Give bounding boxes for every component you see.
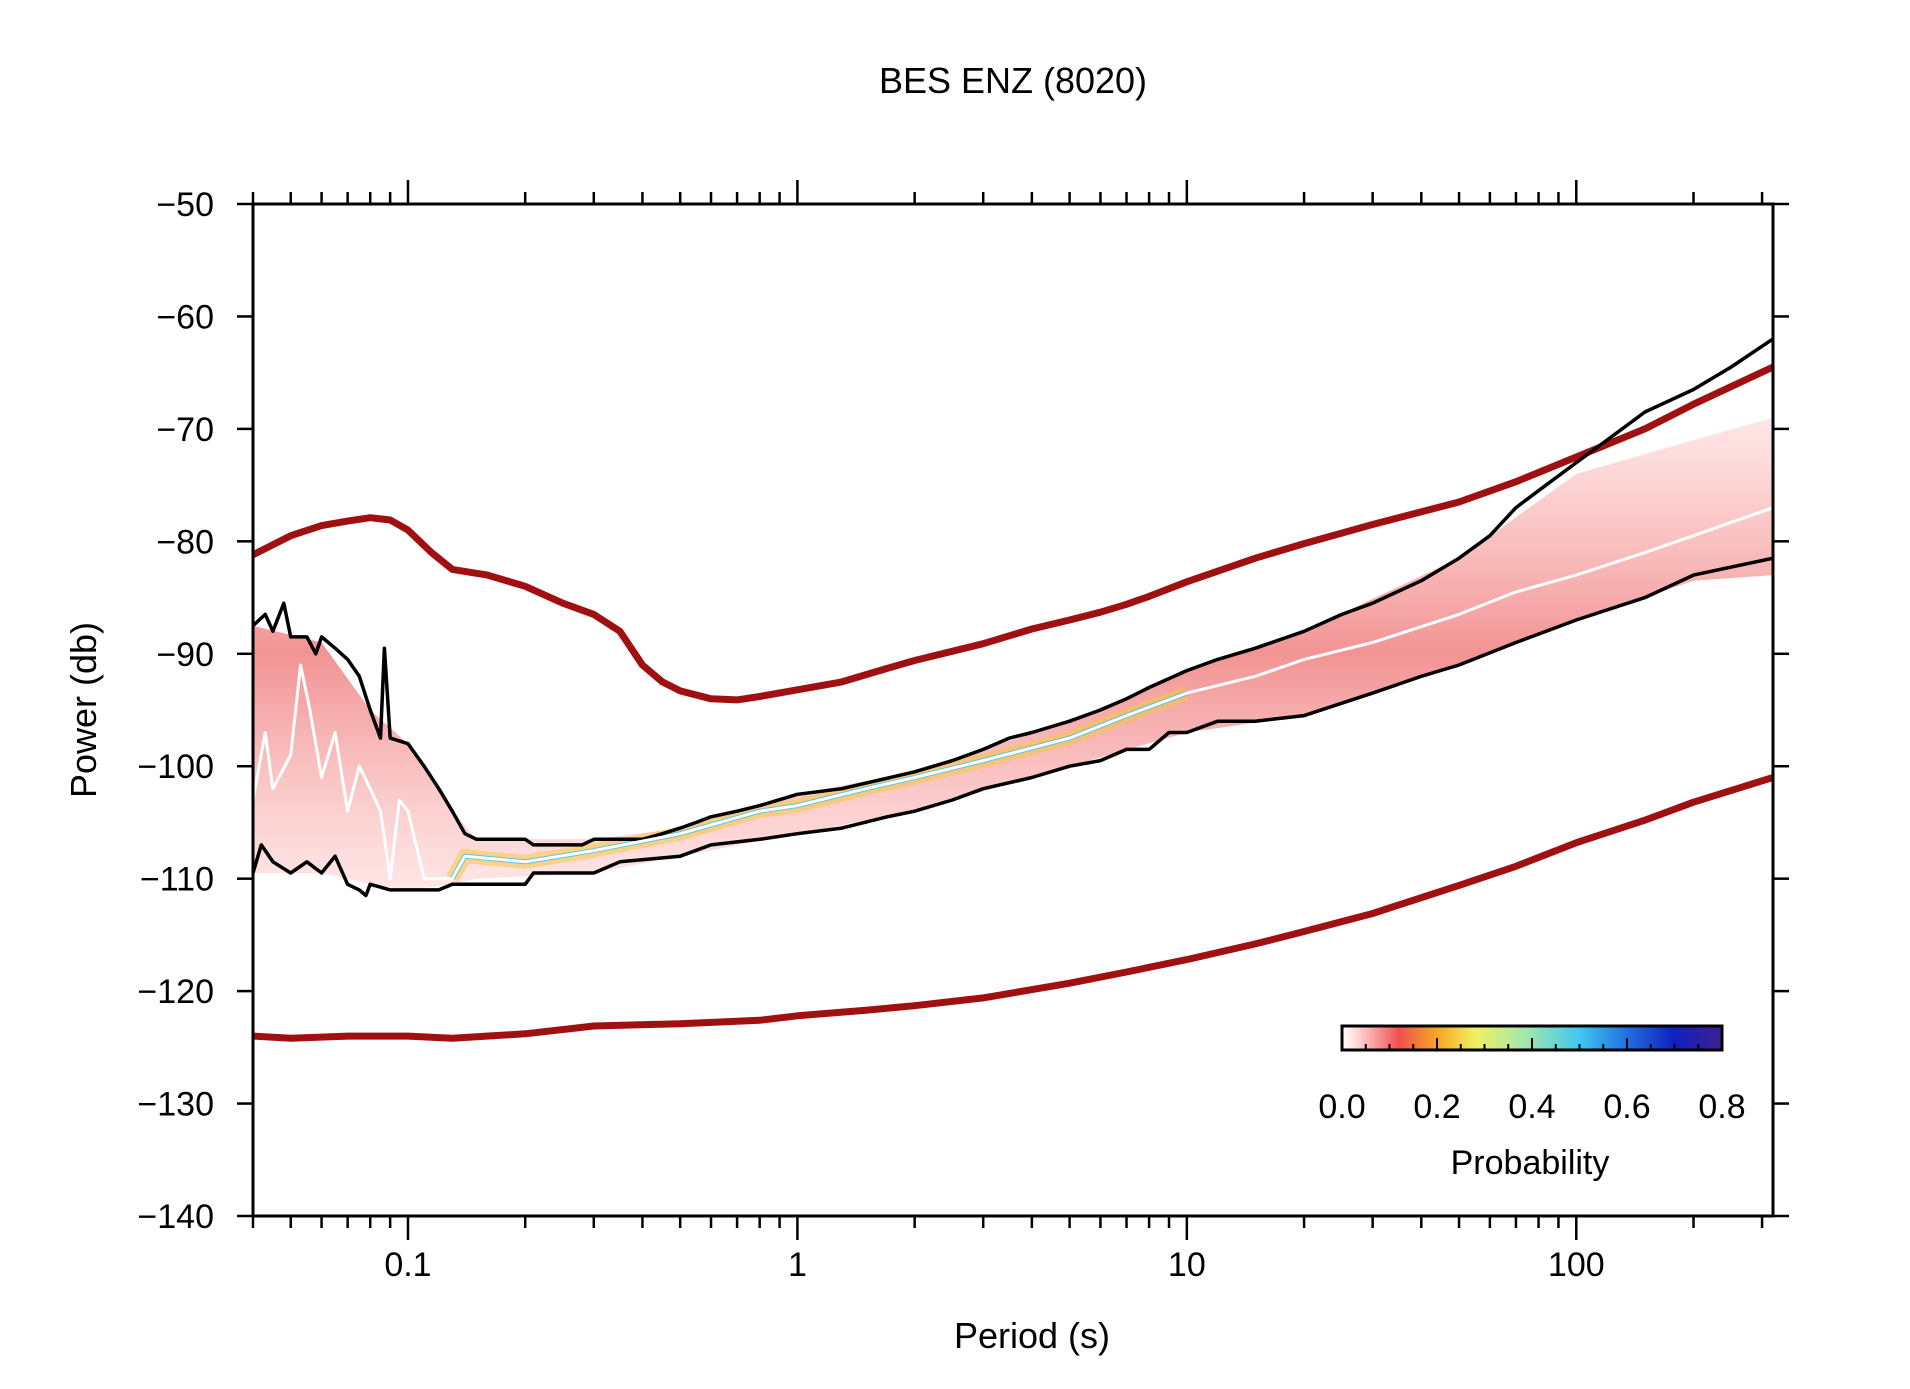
chart-title: BES ENZ (8020) xyxy=(879,60,1147,101)
colorbar-tick-label: 0.4 xyxy=(1508,1088,1555,1126)
y-tick-label: −90 xyxy=(156,636,214,674)
y-axis: −50 −60 −70 −80 −90 −100 −110 −120 −130 −140 xyxy=(137,186,1789,1236)
x-tick-label: 10 xyxy=(1168,1246,1206,1284)
y-tick-label: −80 xyxy=(156,523,214,561)
y-tick-label: −120 xyxy=(137,973,214,1011)
plot-frame xyxy=(251,202,1775,1218)
y-tick-label: −70 xyxy=(156,411,214,449)
colorbar-tick-label: 0.6 xyxy=(1603,1088,1650,1126)
x-tick-label: 1 xyxy=(788,1246,807,1284)
colorbar-label: Probability xyxy=(1451,1144,1610,1182)
colorbar-tick-label: 0.8 xyxy=(1698,1088,1745,1126)
probability-density-band xyxy=(253,417,1773,890)
y-tick-label: −100 xyxy=(137,748,214,786)
y-axis-label: Power (db) xyxy=(63,622,104,798)
x-axis-label: Period (s) xyxy=(954,1315,1110,1356)
y-tick-label: −60 xyxy=(156,298,214,336)
colorbar-tick-label: 0.2 xyxy=(1413,1088,1460,1126)
series-line-0 xyxy=(253,363,1773,704)
x-tick-label: 100 xyxy=(1548,1246,1605,1284)
colorbar: 0.0 0.2 0.4 0.6 0.8 Probability xyxy=(1318,1024,1746,1182)
series-line-2 xyxy=(253,337,1773,847)
series-line-3 xyxy=(253,556,1773,898)
series-layer xyxy=(253,337,1773,1042)
x-axis: 0.1 1 10 100 xyxy=(251,180,1764,1284)
y-tick-label: −110 xyxy=(140,861,214,899)
series-line-1 xyxy=(253,774,1773,1042)
y-tick-label: −50 xyxy=(156,186,214,224)
colorbar-ticks: 0.0 0.2 0.4 0.6 0.8 xyxy=(1318,1038,1746,1126)
colorbar-tick-label: 0.0 xyxy=(1318,1088,1365,1126)
x-tick-label: 0.1 xyxy=(384,1246,431,1284)
series-line-4 xyxy=(253,506,1773,881)
y-tick-label: −140 xyxy=(137,1198,214,1236)
y-tick-label: −130 xyxy=(137,1086,214,1124)
plot-area xyxy=(253,337,1773,1042)
